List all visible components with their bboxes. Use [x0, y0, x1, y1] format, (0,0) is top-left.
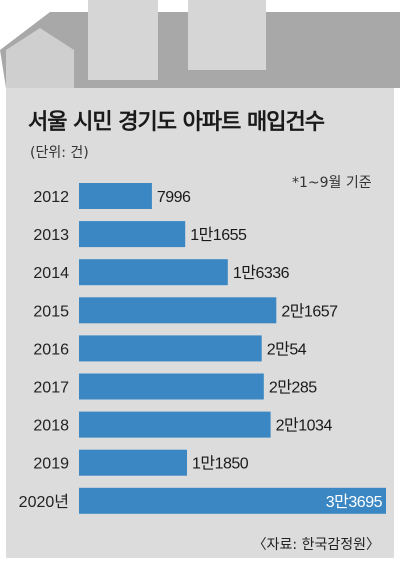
bar: [79, 487, 386, 514]
bar: [79, 183, 152, 209]
bar: [79, 449, 187, 476]
value-label: 2만54: [267, 340, 307, 358]
bar: [79, 259, 228, 286]
bar: [79, 335, 262, 362]
category-label: 2019: [33, 456, 69, 473]
period-note: *1~9월 기준: [292, 175, 372, 191]
house-gable: [6, 28, 74, 88]
chimney: [188, 0, 266, 70]
category-label: 2013: [33, 227, 69, 244]
category-label: 2014: [33, 265, 69, 282]
category-label: 2015: [33, 303, 69, 320]
chimney: [88, 0, 158, 80]
value-label: 1만1850: [192, 455, 249, 473]
category-label: 2017: [33, 380, 69, 397]
bar: [79, 411, 271, 438]
category-label: 2020년: [19, 493, 69, 511]
chart-title: 서울 시민 경기도 아파트 매입건수: [28, 110, 325, 135]
bar: [79, 373, 264, 400]
value-label: 2만285: [269, 379, 317, 397]
source-note: 〈자료: 한국감정원〉: [252, 537, 380, 553]
value-label: 7996: [157, 189, 191, 206]
bar: [79, 221, 186, 248]
value-label: 1만1655: [190, 226, 247, 244]
category-label: 2018: [33, 418, 69, 435]
category-label: 2016: [33, 341, 69, 358]
unit-note: (단위: 건): [30, 145, 89, 161]
category-label: 2012: [33, 189, 69, 206]
value-label: 1만6336: [233, 264, 290, 282]
value-label: 3만3695: [326, 493, 383, 511]
value-label: 2만1657: [281, 302, 338, 320]
house-decoration: [0, 0, 400, 88]
value-label: 2만1034: [276, 417, 333, 435]
bar: [79, 297, 277, 324]
